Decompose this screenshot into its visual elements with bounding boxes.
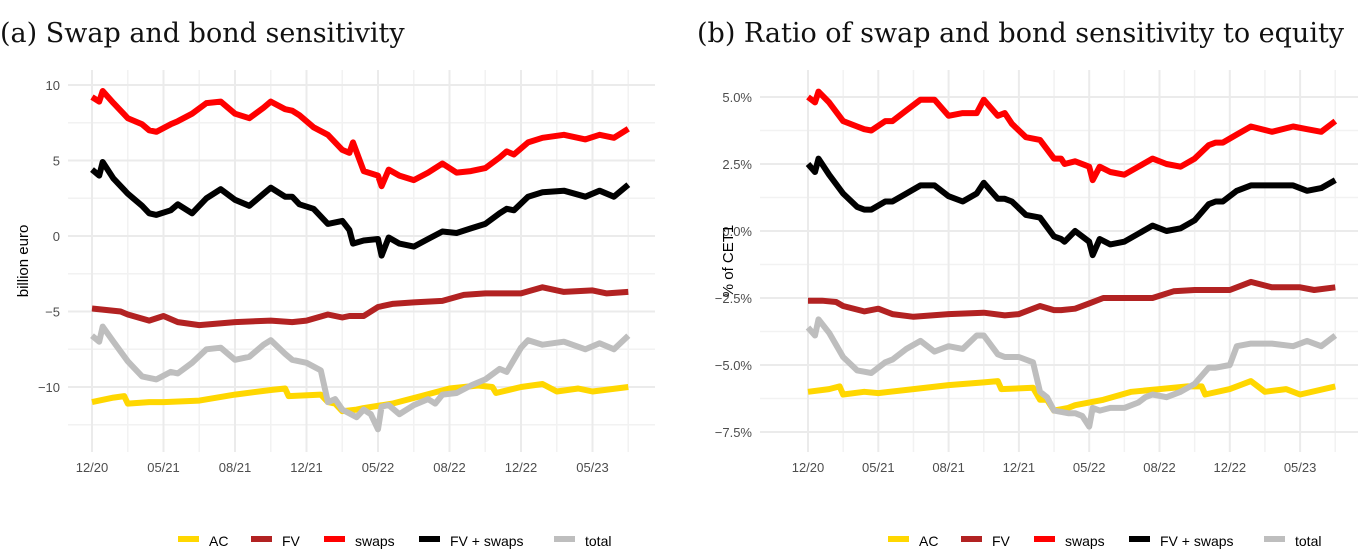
y-tick-label: 2.5% bbox=[722, 157, 752, 172]
x-tick-label: 12/22 bbox=[505, 460, 538, 475]
legend-label: FV + swaps bbox=[1160, 533, 1234, 549]
legend-label: FV bbox=[992, 533, 1011, 549]
y-tick-label: −2.5% bbox=[715, 291, 753, 306]
y-tick-label: −5 bbox=[45, 305, 60, 320]
legend-label: swaps bbox=[355, 533, 395, 549]
legend-label: total bbox=[585, 533, 611, 549]
y-axis-title: billion euro bbox=[15, 225, 32, 298]
series-line-total bbox=[90, 323, 631, 433]
y-tick-label: 5 bbox=[53, 154, 60, 169]
legend-label: swaps bbox=[1065, 533, 1105, 549]
legend-key-fv bbox=[251, 536, 272, 542]
legend-panel-a: AC FV swaps FV + swaps total bbox=[178, 533, 611, 549]
x-tick-label: 05/23 bbox=[1284, 460, 1317, 475]
x-tick-label: 08/22 bbox=[1143, 460, 1176, 475]
x-tick-label: 08/22 bbox=[433, 460, 466, 475]
x-tick-label: 12/20 bbox=[76, 460, 109, 475]
x-tick-label: 12/21 bbox=[290, 460, 323, 475]
legend-key-fv-swaps bbox=[1129, 536, 1150, 542]
legend-key-swaps bbox=[324, 536, 345, 542]
legend-label: total bbox=[1295, 533, 1321, 549]
y-tick-label: 5.0% bbox=[722, 90, 752, 105]
series-line-fv-swaps bbox=[90, 159, 631, 259]
legend-label: AC bbox=[209, 533, 228, 549]
series-line-swaps bbox=[806, 88, 1338, 184]
series-line-total bbox=[805, 316, 1338, 430]
y-tick-label: −10 bbox=[38, 380, 60, 395]
x-tick-label: 05/22 bbox=[362, 460, 395, 475]
x-tick-label: 12/20 bbox=[792, 460, 825, 475]
legend-key-fv-swaps bbox=[419, 536, 440, 542]
legend-key-total bbox=[1264, 536, 1285, 542]
legend-key-ac bbox=[888, 536, 909, 542]
y-tick-label: 0.0% bbox=[722, 224, 752, 239]
legend-panel-b: AC FV swaps FV + swaps total bbox=[888, 533, 1321, 549]
series-line-ac bbox=[91, 381, 629, 415]
panel-a: 10 5 0 −5 −10 12/20 05/21 08/21 12/21 05/22 08/22 1… bbox=[15, 70, 655, 475]
x-tick-label: 12/22 bbox=[1214, 460, 1247, 475]
series-line-swaps bbox=[90, 88, 630, 190]
series-line-fv bbox=[91, 284, 629, 329]
x-tick-label: 12/21 bbox=[1003, 460, 1036, 475]
y-tick-label: −7.5% bbox=[715, 425, 753, 440]
panel-a-title: (a) Swap and bond sensitivity bbox=[0, 18, 405, 49]
y-tick-label: 0 bbox=[53, 229, 60, 244]
panel-b-title: (b) Ratio of swap and bond sensitivity t… bbox=[697, 18, 1345, 49]
legend-key-swaps bbox=[1034, 536, 1055, 542]
legend-label: FV + swaps bbox=[450, 533, 524, 549]
x-tick-label: 05/21 bbox=[862, 460, 895, 475]
legend-label: FV bbox=[282, 533, 301, 549]
x-tick-label: 05/23 bbox=[576, 460, 609, 475]
series-line-ac bbox=[807, 378, 1336, 414]
x-tick-label: 05/22 bbox=[1073, 460, 1106, 475]
panel-b: 5.0% 2.5% 0.0% −2.5% −5.0% −7.5% 12/20 05/21 08/… bbox=[715, 70, 1358, 475]
legend-label: AC bbox=[919, 533, 938, 549]
series-line-fv-swaps bbox=[805, 155, 1337, 259]
y-tick-label: −5.0% bbox=[715, 358, 753, 373]
legend-key-total bbox=[554, 536, 575, 542]
y-axis-title: % of CET1 bbox=[720, 225, 737, 298]
legend-key-ac bbox=[178, 536, 199, 542]
x-tick-label: 08/21 bbox=[932, 460, 965, 475]
y-tick-label: 10 bbox=[46, 78, 60, 93]
x-tick-label: 08/21 bbox=[219, 460, 252, 475]
x-tick-label: 05/21 bbox=[147, 460, 180, 475]
series-line-fv bbox=[808, 278, 1336, 320]
legend-key-fv bbox=[961, 536, 982, 542]
